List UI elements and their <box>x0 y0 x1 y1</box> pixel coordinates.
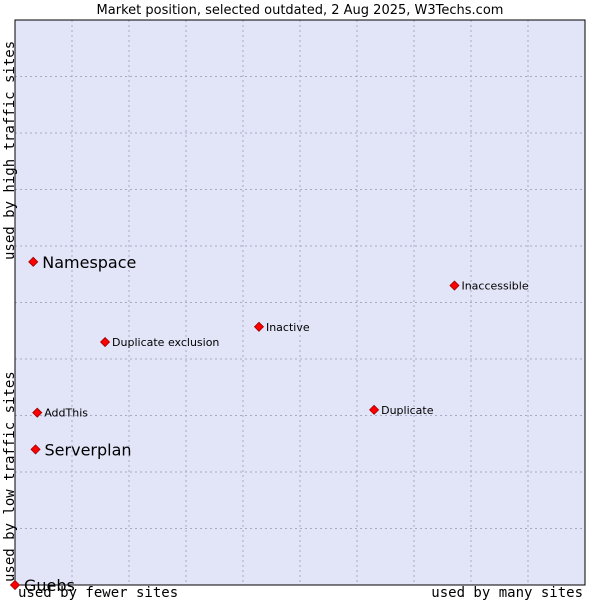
marker-namespace <box>28 256 39 267</box>
marker-addthis <box>32 407 43 418</box>
point-label-duplicate: Duplicate <box>381 404 434 417</box>
point-label-inaccessible: Inaccessible <box>461 280 528 293</box>
chart-title: Market position, selected outdated, 2 Au… <box>97 3 504 18</box>
marker-serverplan <box>30 444 41 455</box>
data-points: Namespace Inaccessible Inactive Duplicate e… <box>9 253 529 595</box>
y-axis-label-bottom: used by low traffic sites <box>2 371 18 582</box>
point-label-addthis: AddThis <box>44 407 88 420</box>
marker-inactive <box>253 321 265 332</box>
marker-duplicate-exclusion <box>99 336 111 348</box>
point-label-duplicate-exclusion: Duplicate exclusion <box>112 336 219 349</box>
grid-lines <box>15 20 585 585</box>
marker-guebs <box>9 579 21 591</box>
x-axis-label-left: used by fewer sites <box>18 585 178 600</box>
y-axis-label-top: used by high traffic sites <box>2 41 18 260</box>
point-label-inactive: Inactive <box>266 321 310 334</box>
marker-inaccessible <box>449 280 460 291</box>
point-label-serverplan: Serverplan <box>45 440 132 459</box>
point-label-namespace: Namespace <box>42 253 136 272</box>
marker-duplicate <box>369 404 380 415</box>
plot-border <box>14 19 586 586</box>
point-label-guebs: Guebs <box>24 576 75 595</box>
x-axis-label-right: used by many sites <box>431 585 583 600</box>
